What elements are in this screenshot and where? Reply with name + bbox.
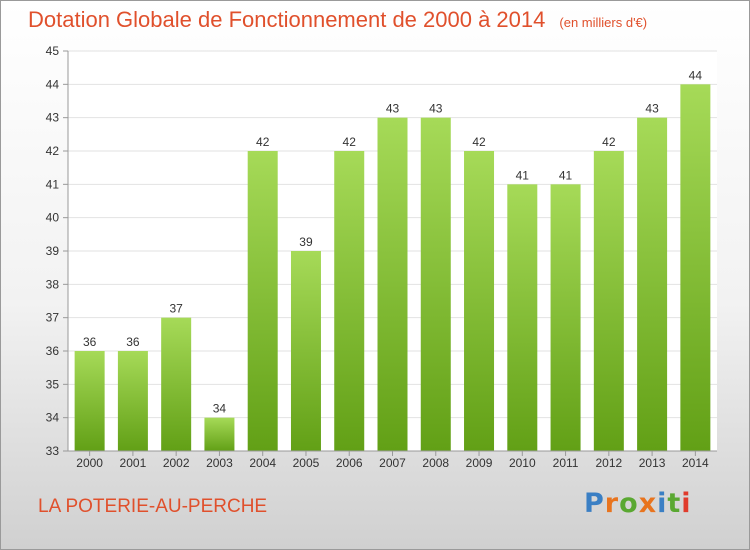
y-tick-label: 36 bbox=[46, 344, 60, 358]
data-label: 42 bbox=[343, 135, 357, 149]
x-tick-label: 2011 bbox=[553, 456, 579, 470]
bar bbox=[420, 117, 451, 452]
data-label: 42 bbox=[256, 135, 270, 149]
logo-letter: o bbox=[619, 488, 639, 519]
data-label: 42 bbox=[602, 135, 616, 149]
commune-name: LA POTERIE-AU-PERCHE bbox=[38, 496, 268, 517]
bar bbox=[377, 117, 408, 452]
bar bbox=[161, 317, 192, 451]
y-tick-label: 40 bbox=[46, 211, 60, 225]
bar bbox=[593, 151, 624, 451]
x-tick-label: 2004 bbox=[249, 456, 276, 470]
x-tick-label: 2001 bbox=[120, 456, 147, 470]
title-text: Dotation Globale de Fonctionnement de 20… bbox=[28, 7, 546, 32]
data-label: 37 bbox=[169, 302, 183, 316]
logo-letter: i bbox=[681, 488, 692, 519]
data-label: 36 bbox=[126, 335, 140, 349]
logo-letter: r bbox=[604, 488, 620, 519]
bar bbox=[637, 117, 668, 452]
bar bbox=[334, 151, 365, 451]
y-tick-label: 45 bbox=[46, 44, 60, 58]
bar bbox=[74, 351, 105, 451]
y-tick-label: 35 bbox=[46, 377, 60, 391]
bar bbox=[290, 251, 321, 451]
x-tick-label: 2002 bbox=[163, 456, 190, 470]
data-label: 41 bbox=[559, 168, 573, 182]
logo-letter: P bbox=[584, 488, 605, 519]
logo-letter: x bbox=[638, 488, 658, 519]
title-unit: (en milliers d'€) bbox=[559, 15, 648, 30]
x-tick-label: 2006 bbox=[336, 456, 363, 470]
data-label: 39 bbox=[299, 235, 313, 249]
bar bbox=[204, 417, 235, 451]
proxiti-logo: Proxiti bbox=[584, 488, 692, 519]
data-label: 44 bbox=[689, 68, 703, 82]
y-tick-label: 42 bbox=[46, 144, 60, 158]
bar bbox=[464, 151, 495, 451]
y-tick-label: 38 bbox=[46, 277, 60, 291]
bar bbox=[507, 184, 538, 452]
bar bbox=[550, 184, 581, 452]
data-label: 42 bbox=[472, 135, 486, 149]
data-label: 34 bbox=[213, 402, 227, 416]
logo-letter: t bbox=[667, 488, 682, 519]
chart-title: Dotation Globale de Fonctionnement de 20… bbox=[28, 7, 647, 33]
bar bbox=[117, 351, 148, 451]
logo-letter: i bbox=[657, 488, 668, 519]
bar bbox=[247, 151, 278, 451]
y-tick-label: 44 bbox=[46, 77, 60, 91]
data-label: 41 bbox=[516, 168, 530, 182]
x-tick-label: 2008 bbox=[422, 456, 449, 470]
data-label: 43 bbox=[386, 102, 400, 116]
x-tick-label: 2007 bbox=[379, 456, 406, 470]
data-label: 36 bbox=[83, 335, 97, 349]
x-tick-label: 2010 bbox=[509, 456, 536, 470]
y-tick-label: 37 bbox=[46, 311, 60, 325]
x-tick-label: 2014 bbox=[682, 456, 709, 470]
data-label: 43 bbox=[645, 102, 659, 116]
x-tick-label: 2009 bbox=[466, 456, 493, 470]
y-tick-label: 43 bbox=[46, 111, 60, 125]
y-tick-label: 34 bbox=[46, 411, 60, 425]
data-label: 43 bbox=[429, 102, 443, 116]
y-tick-label: 41 bbox=[46, 177, 60, 191]
x-tick-label: 2012 bbox=[595, 456, 622, 470]
x-tick-label: 2013 bbox=[639, 456, 666, 470]
x-tick-label: 2005 bbox=[293, 456, 320, 470]
x-tick-label: 2003 bbox=[206, 456, 233, 470]
y-tick-label: 39 bbox=[46, 244, 60, 258]
x-tick-label: 2000 bbox=[76, 456, 103, 470]
bar bbox=[680, 84, 711, 451]
y-tick-label: 33 bbox=[46, 444, 60, 458]
